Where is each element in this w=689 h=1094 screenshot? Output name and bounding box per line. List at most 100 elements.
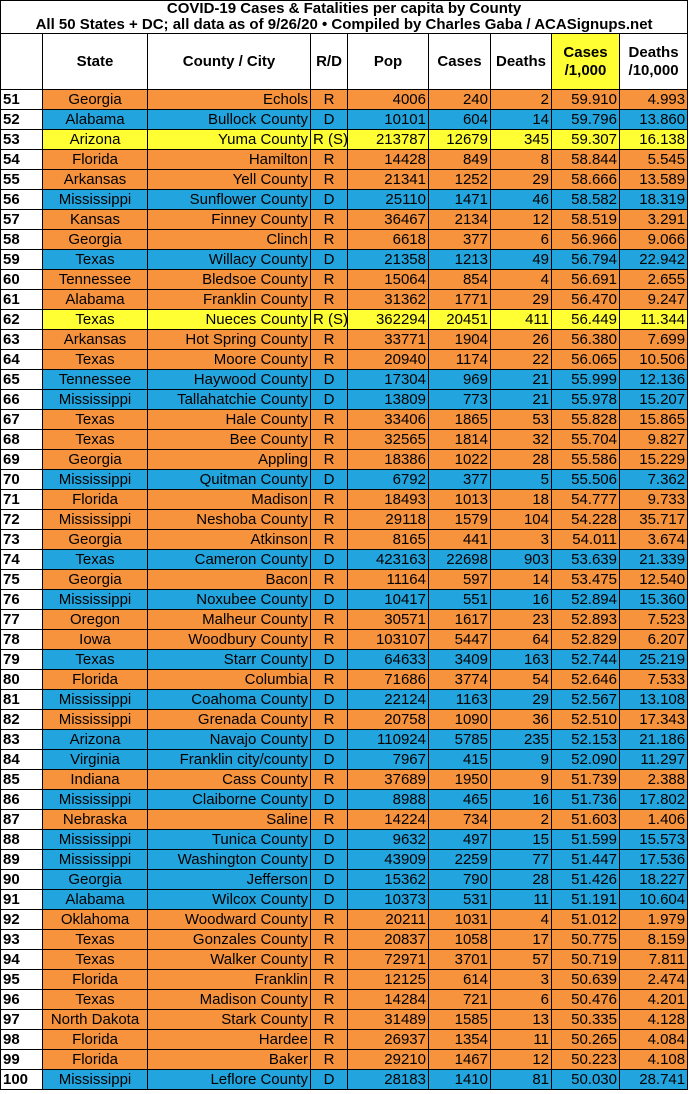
cell: 2 [490,809,552,830]
cell: R [310,229,348,250]
cell: 17.343 [618,709,689,730]
table-row: 77 Oregon Malheur County R 30571 1617 23 52.893… [0,609,689,630]
cell: 20451 [428,309,491,330]
cell: Alabama [42,289,148,310]
cell: 26 [490,329,552,350]
table-row: 89 Mississippi Washington County D 43909 2259… [0,849,689,870]
cell: Texas [42,429,148,450]
cell: 18386 [347,449,429,470]
cell: 31489 [347,1009,429,1030]
cell: 51.739 [551,769,620,790]
cell: 15.865 [618,409,689,430]
cell: 13 [490,1009,552,1030]
cell: Oregon [42,609,148,630]
cell: R [310,669,348,690]
cell: 72971 [347,949,429,970]
cell: Tunica County [147,829,311,850]
cell: 17.536 [618,849,689,870]
cell: 9632 [347,829,429,850]
cell: R [310,949,348,970]
cell: Appling [147,449,311,470]
cell: 1.406 [618,809,689,830]
cell: 423163 [347,549,429,570]
cell: 1252 [428,169,491,190]
cell: 36 [490,709,552,730]
table-row: 82 Mississippi Grenada County R 20758 1090 36 5… [0,709,689,730]
cell: 11 [490,889,552,910]
cell: 10373 [347,889,429,910]
cell: 54 [490,669,552,690]
cell: Starr County [147,649,311,670]
cell: D [310,369,348,390]
rank-cell: 100 [0,1069,43,1090]
table-row: 74 Texas Cameron County D 423163 22698 903 53.6… [0,549,689,570]
cell: Mississippi [42,389,148,410]
table-row: 78 Iowa Woodbury County R 103107 5447 64 52.829… [0,629,689,650]
rank-cell: 93 [0,929,43,950]
cell: Finney County [147,209,311,230]
cell: 56.691 [551,269,620,290]
cell: 56.449 [551,309,620,330]
cell: 21 [490,389,552,410]
cell: 1950 [428,769,491,790]
cell: Hardee [147,1029,311,1050]
cell: R [310,969,348,990]
cell: Madison [147,489,311,510]
cell: 15.207 [618,389,689,410]
cell: 7967 [347,749,429,770]
table-row: 71 Florida Madison R 18493 1013 18 54.777 9.733 [0,489,689,510]
table-row: 56 Mississippi Sunflower County D 25110 1471 4… [0,189,689,210]
cell: Clinch [147,229,311,250]
cell: Texas [42,929,148,950]
cell: 43909 [347,849,429,870]
cell: Grenada County [147,709,311,730]
rank-cell: 56 [0,189,43,210]
rank-cell: 90 [0,869,43,890]
cell: 51.447 [551,849,620,870]
cell: 52.567 [551,689,620,710]
cell: 28.741 [618,1069,689,1090]
rank-cell: 77 [0,609,43,630]
cell: 9 [490,769,552,790]
cell: D [310,189,348,210]
cell: Echols [147,89,311,110]
cell: 20758 [347,709,429,730]
cell: R [310,169,348,190]
rank-cell: 57 [0,209,43,230]
cell: 10.506 [618,349,689,370]
table-row: 96 Texas Madison County R 14284 721 6 50.476 4.2… [0,989,689,1010]
cell: 28 [490,869,552,890]
cell: R [310,269,348,290]
table-row: 60 Tennessee Bledsoe County R 15064 854 4 56.69… [0,269,689,290]
cell: 55.978 [551,389,620,410]
rank-cell: 95 [0,969,43,990]
cell: 29210 [347,1049,429,1070]
cell: 18493 [347,489,429,510]
rank-cell: 92 [0,909,43,930]
rank-cell: 84 [0,749,43,770]
cell: 32565 [347,429,429,450]
cell: 12.540 [618,569,689,590]
cell: 16 [490,789,552,810]
column-header: County / City [147,33,311,90]
cell: 51.599 [551,829,620,850]
cell: 50.265 [551,1029,620,1050]
rank-cell: 89 [0,849,43,870]
cell: 4 [490,909,552,930]
cell: 14428 [347,149,429,170]
cell: 1471 [428,189,491,210]
cell: 56.470 [551,289,620,310]
rank-cell: 55 [0,169,43,190]
cell: 10.604 [618,889,689,910]
cell: 110924 [347,729,429,750]
table-row: 68 Texas Bee County R 32565 1814 32 55.704 9.827 [0,429,689,450]
cell: 21358 [347,249,429,270]
rank-cell: 99 [0,1049,43,1070]
cell: Sunflower County [147,189,311,210]
rank-cell: 66 [0,389,43,410]
cell: 64633 [347,649,429,670]
rank-cell: 54 [0,149,43,170]
cell: Hale County [147,409,311,430]
cell: 1031 [428,909,491,930]
cell: Texas [42,409,148,430]
